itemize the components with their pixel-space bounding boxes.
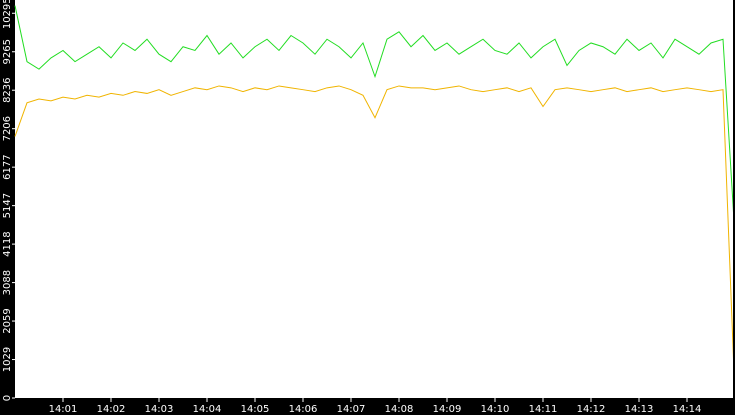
x-tick-label: 14:14 (673, 404, 702, 415)
x-tick-label: 14:04 (193, 404, 222, 415)
y-tick-label: 4118 (2, 231, 13, 256)
y-tick-label: 5147 (2, 193, 13, 218)
y-tick-label: 6177 (2, 154, 13, 179)
y-tick-label: 2059 (2, 308, 13, 333)
x-tick-label: 14:02 (97, 404, 126, 415)
x-tick-label: 14:06 (289, 404, 318, 415)
x-tick-label: 14:08 (385, 404, 414, 415)
x-tick-label: 14:03 (145, 404, 174, 415)
y-tick-label: 1029 (2, 347, 13, 372)
x-tick-label: 14:01 (49, 404, 78, 415)
series-line (14, 5, 735, 238)
y-tick-label: 7206 (2, 116, 13, 141)
plot-area (15, 0, 733, 398)
x-tick-label: 14:09 (433, 404, 462, 415)
y-tick-label: 3088 (2, 270, 13, 295)
y-tick-label: 10295 (2, 0, 13, 29)
x-tick-label: 14:05 (241, 404, 270, 415)
x-tick-label: 14:12 (577, 404, 606, 415)
series-line (14, 85, 735, 399)
y-tick-label: 9265 (2, 39, 13, 64)
x-tick-label: 14:11 (529, 404, 558, 415)
y-tick-label: 0 (2, 395, 13, 401)
y-tick-label: 8236 (2, 77, 13, 102)
x-tick-label: 14:07 (337, 404, 366, 415)
x-tick-label: 14:13 (625, 404, 654, 415)
x-tick-label: 14:10 (481, 404, 510, 415)
